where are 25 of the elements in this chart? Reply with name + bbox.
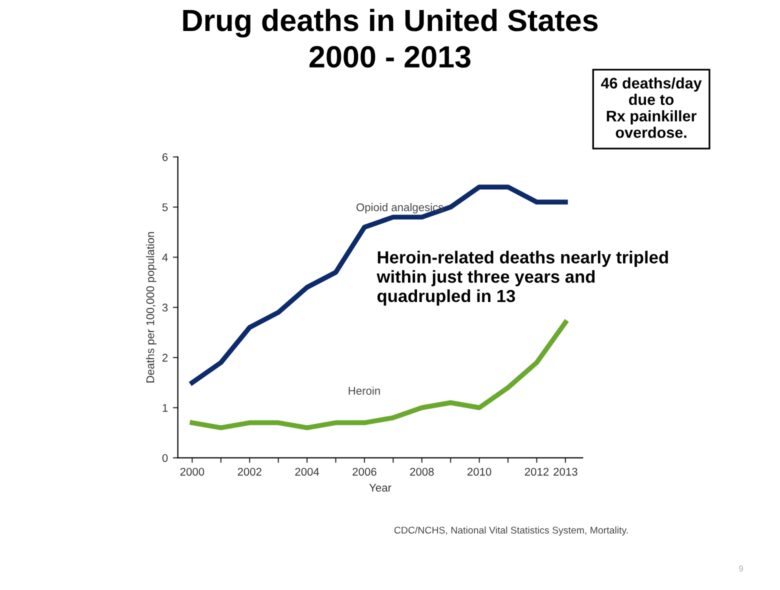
y-tick-label: 6 — [162, 153, 168, 162]
x-tick-label: 2008 — [410, 468, 434, 476]
x-tick-label: 2010 — [468, 468, 492, 476]
line-series — [190, 320, 568, 430]
text: Heroin — [348, 386, 380, 395]
y-tick-label: 4 — [162, 254, 168, 262]
y-tick-label: 0 — [162, 454, 168, 462]
y-tick-label: 2 — [162, 354, 168, 362]
y-tick-label: 1 — [162, 404, 168, 412]
y-axis-title: Deaths per 100,000 population — [146, 232, 156, 382]
x-tick-label: 2002 — [238, 468, 262, 476]
x-tick-label: 2012 — [524, 468, 549, 476]
x-tick-label: 2000 — [180, 468, 204, 476]
text: 9 — [739, 566, 743, 572]
y-tick-label: 3 — [162, 304, 168, 312]
text: 46 deaths/day due to Rx painkiller overdose. — [601, 77, 702, 138]
x-tick-label: 2013 — [554, 468, 578, 476]
x-axis-title: Year — [369, 484, 392, 492]
x-tick-label: 2004 — [295, 468, 320, 476]
chart-title: Drug deaths in United States 2000 - 2013 — [183, 8, 598, 68]
text: CDC/NCHS, National Vital Statistics System, Mortality. — [394, 526, 628, 536]
x-tick-label: 2006 — [352, 468, 376, 476]
y-tick-label: 5 — [162, 203, 168, 212]
annotation: Heroin-related deaths nearly tripled within just three years and quadrupled in 13 — [376, 250, 668, 306]
series-label: Opioid analgesics — [356, 203, 444, 214]
